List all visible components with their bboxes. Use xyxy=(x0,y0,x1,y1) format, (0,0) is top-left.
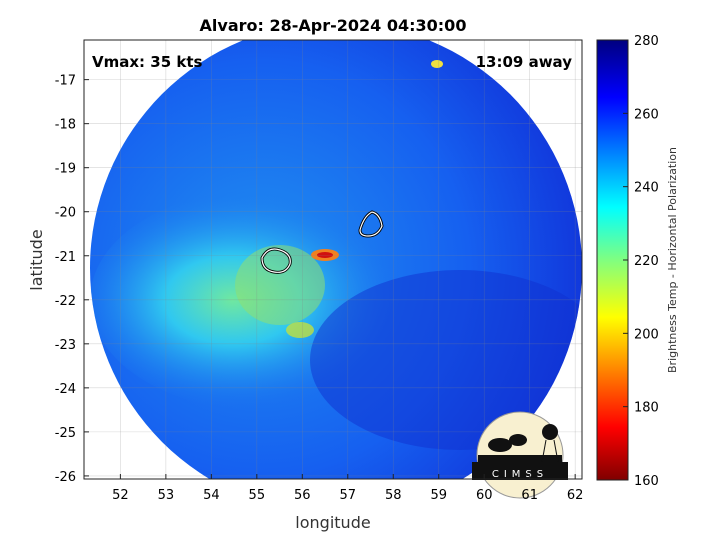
vmax-label: Vmax: 35 kts xyxy=(92,53,202,71)
x-tick-label: 59 xyxy=(430,488,447,503)
y-tick-label: -18 xyxy=(55,118,76,133)
y-tick-label: -24 xyxy=(55,382,76,397)
x-axis-label: longitude xyxy=(295,513,370,532)
x-ticks: 52 53 54 55 56 57 58 59 60 61 62 xyxy=(112,474,583,503)
plot-title: Alvaro: 28-Apr-2024 04:30:00 xyxy=(200,16,467,35)
y-tick-label: -26 xyxy=(55,470,76,485)
colorbar-tick-label: 220 xyxy=(634,254,659,269)
colorbar: 160 180 200 220 240 260 280 Brightness Temp - … xyxy=(596,34,679,489)
colorbar-gradient xyxy=(596,39,629,481)
colorbar-tick-label: 240 xyxy=(634,181,659,196)
colorbar-tick-label: 280 xyxy=(634,34,659,49)
x-tick-label: 60 xyxy=(476,488,493,503)
y-tick-label: -20 xyxy=(55,206,76,221)
y-axis-label: latitude xyxy=(27,229,46,290)
y-tick-label: -22 xyxy=(55,294,76,309)
x-tick-label: 56 xyxy=(294,488,311,503)
y-tick-label: -17 xyxy=(55,74,76,89)
colorbar-tick-label: 160 xyxy=(634,474,659,489)
colorbar-label: Brightness Temp - Horizontal Polarizatio… xyxy=(666,147,679,373)
x-tick-label: 55 xyxy=(249,488,266,503)
cimss-logo: CIMSS xyxy=(472,411,568,499)
colorbar-ticks: 160 180 200 220 240 260 280 xyxy=(623,34,659,489)
y-tick-label: -23 xyxy=(55,338,76,353)
x-tick-label: 62 xyxy=(567,488,584,503)
x-tick-label: 58 xyxy=(385,488,402,503)
x-tick-label: 57 xyxy=(340,488,357,503)
swath-image xyxy=(84,40,582,479)
axes-box xyxy=(83,39,583,480)
x-tick-label: 61 xyxy=(521,488,538,503)
y-tick-label: -19 xyxy=(55,162,76,177)
grid-lines xyxy=(84,40,582,479)
x-tick-label: 53 xyxy=(158,488,175,503)
colorbar-tick-label: 200 xyxy=(634,327,659,342)
logo-text: CIMSS xyxy=(492,469,548,480)
colorbar-tick-label: 180 xyxy=(634,401,659,416)
colorbar-tick-label: 260 xyxy=(634,107,659,122)
x-tick-label: 52 xyxy=(112,488,129,503)
x-tick-label: 54 xyxy=(203,488,220,503)
y-tick-label: -25 xyxy=(55,426,76,441)
y-ticks: -17 -18 -19 -20 -21 -22 -23 -24 -25 -26 xyxy=(55,74,89,485)
time-away-label: 13:09 away xyxy=(476,53,573,71)
y-tick-label: -21 xyxy=(55,250,76,265)
